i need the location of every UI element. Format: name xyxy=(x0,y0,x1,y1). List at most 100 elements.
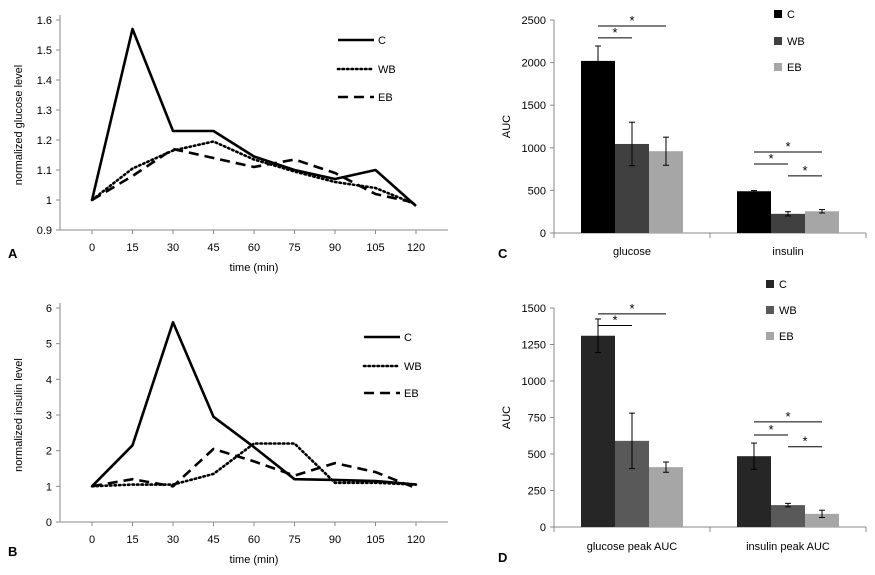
a-y-tick-label: 1.5 xyxy=(37,45,52,57)
b-y-axis-label: normalized insulin level xyxy=(13,358,25,472)
b-x-tick-label: 30 xyxy=(167,534,179,546)
d-y-tick-label: 1500 xyxy=(522,303,546,315)
b-legend-c-label: C xyxy=(404,332,412,344)
c-significance-star: * xyxy=(629,13,634,28)
c-y-tick-label: 1000 xyxy=(522,143,546,155)
c-y-tick-label: 2000 xyxy=(522,58,546,70)
d-legend-wb-label: WB xyxy=(779,305,797,317)
a-x-tick-label: 45 xyxy=(207,242,219,254)
d-category-label: insulin peak AUC xyxy=(746,541,830,553)
c-legend-wb-swatch xyxy=(774,37,782,45)
b-x-tick-label: 90 xyxy=(329,534,341,546)
d-significance-star: * xyxy=(785,409,790,424)
a-series-eb-line xyxy=(91,147,417,205)
a-y-tick-label: 1.6 xyxy=(37,15,52,27)
a-x-tick-label: 90 xyxy=(329,242,341,254)
b-y-tick-label: 3 xyxy=(46,410,52,422)
d-y-tick-label: 500 xyxy=(528,449,546,461)
b-series-c-line xyxy=(91,320,417,488)
a-panel-letter: A xyxy=(8,246,18,261)
d-bar-eb xyxy=(805,513,839,527)
c-y-tick-label: 2500 xyxy=(522,15,546,27)
d-significance-star: * xyxy=(768,422,773,437)
c-legend-wb-label: WB xyxy=(787,36,805,48)
d-y-axis-label: AUC xyxy=(501,406,513,429)
a-x-tick-label: 120 xyxy=(407,242,425,254)
b-x-tick-label: 75 xyxy=(288,534,300,546)
d-significance-star: * xyxy=(629,301,634,316)
d-bar-eb xyxy=(649,467,683,527)
b-y-tick-label: 2 xyxy=(46,446,52,458)
d-significance-star: * xyxy=(612,313,617,328)
b-y-tick-label: 5 xyxy=(46,339,52,351)
a-y-tick-label: 0.9 xyxy=(37,225,52,237)
a-y-tick-label: 1.3 xyxy=(37,105,52,117)
b-y-tick-label: 0 xyxy=(46,517,52,529)
a-legend-c-label: C xyxy=(378,35,386,47)
b-series-eb-line xyxy=(91,447,417,490)
c-panel-letter: C xyxy=(498,246,508,261)
b-y-tick-label: 1 xyxy=(46,481,52,493)
d-y-tick-label: 1250 xyxy=(522,340,546,352)
a-legend-eb-label: EB xyxy=(378,92,393,104)
b-series-wb-line xyxy=(90,442,418,488)
a-y-tick-label: 1 xyxy=(46,195,52,207)
d-panel-letter: D xyxy=(498,550,507,565)
c-legend-eb-label: EB xyxy=(787,62,802,74)
c-y-tick-label: 1500 xyxy=(522,100,546,112)
b-x-tick-label: 15 xyxy=(126,534,138,546)
c-bar-c xyxy=(737,191,771,233)
c-category-label: insulin xyxy=(772,246,803,258)
d-significance-star: * xyxy=(802,434,807,449)
b-y-tick-label: 4 xyxy=(46,374,52,386)
c-legend-eb-swatch xyxy=(774,63,782,71)
b-x-tick-label: 60 xyxy=(248,534,260,546)
a-legend-wb-label: WB xyxy=(378,64,396,76)
a-x-tick-label: 0 xyxy=(89,242,95,254)
a-x-tick-label: 15 xyxy=(126,242,138,254)
a-y-tick-label: 1.2 xyxy=(37,135,52,147)
c-category-label: glucose xyxy=(613,246,651,258)
c-legend-c-label: C xyxy=(787,9,795,21)
a-x-tick-label: 75 xyxy=(288,242,300,254)
c-bar-eb xyxy=(805,211,839,233)
d-y-tick-label: 250 xyxy=(528,486,546,498)
c-significance-star: * xyxy=(785,139,790,154)
b-panel-letter: B xyxy=(8,544,17,559)
b-legend-wb-label: WB xyxy=(404,361,422,373)
c-legend-c-swatch xyxy=(774,10,782,18)
a-x-tick-label: 60 xyxy=(248,242,260,254)
a-series-c-line xyxy=(90,27,417,207)
c-significance-star: * xyxy=(612,25,617,40)
d-legend-wb-swatch xyxy=(766,306,774,314)
d-bar-c xyxy=(581,335,615,527)
a-y-tick-label: 1.4 xyxy=(37,75,52,87)
d-category-label: glucose peak AUC xyxy=(587,541,678,553)
a-x-tick-label: 30 xyxy=(167,242,179,254)
c-y-tick-label: 0 xyxy=(540,228,546,240)
c-bar-wb xyxy=(771,213,805,233)
b-legend-eb-label: EB xyxy=(404,388,419,400)
d-legend-eb-swatch xyxy=(766,332,774,340)
c-y-tick-label: 500 xyxy=(528,185,546,197)
b-x-axis-label: time (min) xyxy=(230,554,279,566)
d-y-tick-label: 750 xyxy=(528,413,546,425)
b-x-tick-label: 45 xyxy=(207,534,219,546)
b-x-tick-label: 105 xyxy=(366,534,384,546)
d-y-tick-label: 1000 xyxy=(522,376,546,388)
b-x-tick-label: 0 xyxy=(89,534,95,546)
d-y-tick-label: 0 xyxy=(540,522,546,534)
c-significance-star: * xyxy=(768,151,773,166)
a-x-axis-label: time (min) xyxy=(230,262,279,274)
c-bar-c xyxy=(581,60,615,234)
a-y-tick-label: 1.1 xyxy=(37,165,52,177)
c-y-axis-label: AUC xyxy=(501,115,513,138)
d-legend-c-label: C xyxy=(779,279,787,291)
a-y-axis-label: normalized glucose level xyxy=(13,65,25,185)
b-y-tick-label: 6 xyxy=(46,303,52,315)
a-x-tick-label: 105 xyxy=(366,242,384,254)
d-legend-eb-label: EB xyxy=(779,331,794,343)
c-significance-star: * xyxy=(802,163,807,178)
d-legend-c-swatch xyxy=(766,280,774,288)
